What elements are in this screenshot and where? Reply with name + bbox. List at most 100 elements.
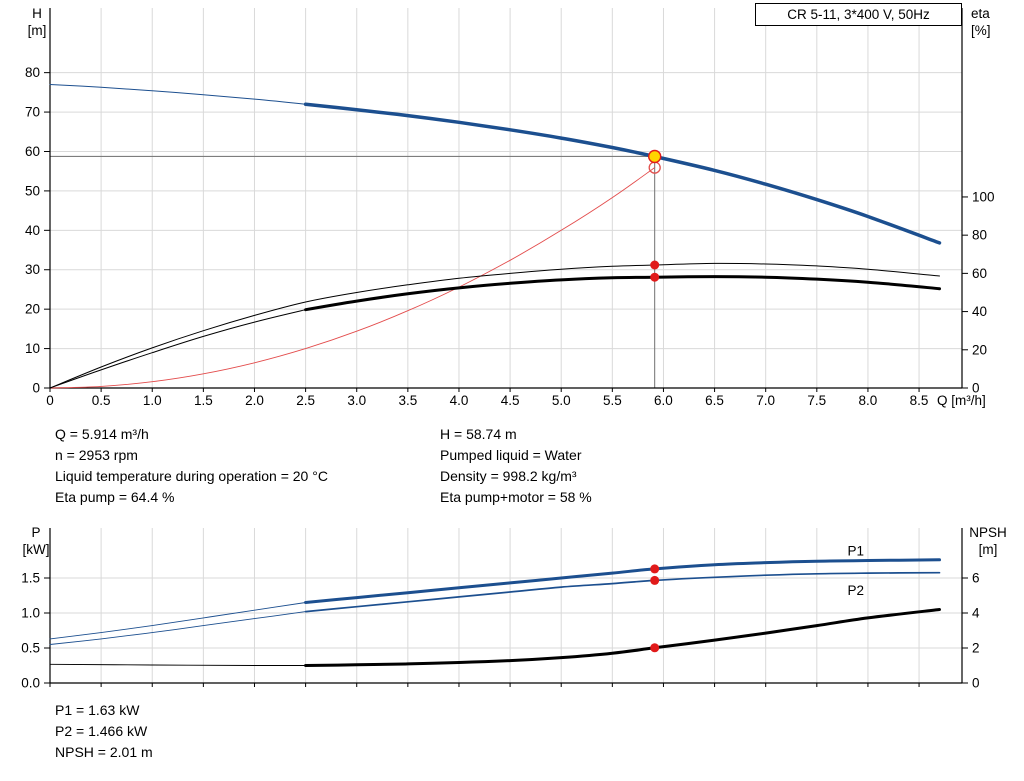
- p1-curve: [304, 558, 941, 604]
- right-tick-label: 80: [972, 228, 987, 243]
- left-tick-label: 80: [25, 65, 40, 80]
- x-tick-label: 7.0: [756, 393, 775, 408]
- x-tick-label: 2.0: [245, 393, 264, 408]
- npsh-result-text: NPSH = 2.01 m: [55, 744, 153, 760]
- x-tick-label: 3.0: [347, 393, 366, 408]
- x-tick-label: 3.5: [398, 393, 417, 408]
- left-tick-label: 40: [25, 223, 40, 238]
- x-tick-label: 8.5: [910, 393, 929, 408]
- power-npsh-annotations: P1 P2: [847, 544, 864, 598]
- qh-eta-series: [49, 84, 942, 389]
- left-tick-label: 10: [25, 341, 40, 356]
- x-tick-label: 6.0: [654, 393, 673, 408]
- head-lead-curve: [49, 84, 307, 105]
- duty-info-left-column: Q = 5.914 m³/h n = 2953 rpm Liquid tempe…: [55, 424, 328, 508]
- qh-eta-markers: [648, 149, 662, 282]
- head-curve: [303, 102, 942, 245]
- h-axis-unit: [m]: [27, 23, 47, 38]
- density-text: Density = 998.2 kg/m³: [440, 468, 577, 484]
- speed-text: n = 2953 rpm: [55, 447, 138, 463]
- left-tick-label: 1.5: [21, 570, 40, 585]
- p2-result-text: P2 = 1.466 kW: [55, 723, 148, 739]
- right-tick-label: 20: [972, 342, 987, 357]
- left-tick-label: 1.0: [21, 605, 40, 620]
- eta-pump-motor-lead-curve: [49, 309, 307, 389]
- p1-series-label: P1: [847, 544, 864, 559]
- right-tick-label: 2: [972, 640, 980, 655]
- right-tick-label: 60: [972, 266, 987, 281]
- p-axis-symbol: P: [31, 525, 41, 540]
- left-tick-label: 0.0: [21, 676, 40, 691]
- right-tick-label: 40: [972, 304, 987, 319]
- power-npsh-axes: 0.0 0.5 1.0 1.5 0 2 4 6: [21, 528, 980, 691]
- pump-model-title: CR 5-11, 3*400 V, 50Hz: [755, 3, 962, 26]
- power-npsh-series: [49, 558, 941, 667]
- qh-eta-chart: 0 0.5 1.0 1.5 2.0 2.5 3.0 3.5 4.0 4.5 5.0 5.5 6.0 6.5…: [25, 8, 995, 408]
- power-npsh-grid: [50, 528, 962, 683]
- eta-pump-motor-text: Eta pump+motor = 58 %: [440, 489, 592, 505]
- p-axis-title: P [kW]: [17, 524, 55, 558]
- power-npsh-chart: 0.0 0.5 1.0 1.5 0 2 4 6 P1 P2: [21, 528, 980, 691]
- x-tick-label: 6.5: [705, 393, 724, 408]
- right-tick-label: 0: [972, 676, 980, 691]
- x-tick-label: 4.0: [450, 393, 469, 408]
- x-tick-label: 4.5: [501, 393, 520, 408]
- p2-duty-dot: [650, 575, 660, 585]
- p1-result-text: P1 = 1.63 kW: [55, 702, 140, 718]
- p1-lead-curve: [49, 602, 307, 640]
- npsh-axis-unit: [m]: [978, 542, 998, 557]
- left-tick-label: 50: [25, 183, 40, 198]
- p2-series-label: P2: [847, 583, 864, 598]
- eta-pump-curve: [49, 262, 940, 389]
- eta-pump-motor-curve: [304, 275, 941, 312]
- npsh-axis-title: NPSH [m]: [961, 524, 1015, 558]
- npsh-lead-curve: [49, 663, 307, 666]
- right-tick-label: 100: [972, 189, 995, 204]
- eta-axis-unit: [%]: [971, 23, 991, 38]
- right-tick-label: 6: [972, 570, 980, 585]
- x-tick-label: 5.5: [603, 393, 622, 408]
- eta-pump-text: Eta pump = 64.4 %: [55, 489, 175, 505]
- x-tick-label: 8.0: [859, 393, 878, 408]
- x-tick-label: 1.5: [194, 393, 213, 408]
- npsh-curve: [304, 608, 941, 667]
- eta-axis-symbol: eta: [971, 6, 990, 21]
- x-tick-label: 5.0: [552, 393, 571, 408]
- x-tick-label: 0.5: [92, 393, 111, 408]
- x-tick-label: 0: [46, 393, 54, 408]
- duty-info-right-column: H = 58.74 m Pumped liquid = Water Densit…: [440, 424, 592, 508]
- npsh-axis-symbol: NPSH: [969, 525, 1007, 540]
- qh-eta-axes: 0 0.5 1.0 1.5 2.0 2.5 3.0 3.5 4.0 4.5 5.0 5.5 6.0 6.5…: [25, 8, 995, 408]
- liquid-temperature-text: Liquid temperature during operation = 20…: [55, 468, 328, 484]
- h-axis-symbol: H: [32, 6, 42, 21]
- eta-pump-duty-dot: [650, 260, 660, 270]
- power-npsh-markers: [650, 564, 660, 653]
- h-axis-title: H [m]: [21, 5, 53, 39]
- q-axis-title: Q [m³/h]: [937, 393, 986, 408]
- left-tick-label: 70: [25, 105, 40, 120]
- left-tick-label: 60: [25, 144, 40, 159]
- x-tick-label: 2.5: [296, 393, 315, 408]
- duty-parabola-curve: [49, 167, 656, 389]
- qh-eta-guides: [50, 155, 656, 388]
- left-tick-label: 20: [25, 302, 40, 317]
- duty-point-marker: [648, 149, 662, 164]
- left-tick-label: 30: [25, 262, 40, 277]
- p2-lead-curve: [49, 611, 307, 645]
- p2-curve: [304, 571, 941, 613]
- duty-head-text: H = 58.74 m: [440, 426, 517, 442]
- p1-duty-dot: [650, 564, 660, 574]
- p-axis-unit: [kW]: [22, 542, 50, 557]
- qh-eta-grid: [50, 8, 962, 388]
- npsh-duty-dot: [650, 643, 660, 653]
- x-tick-label: 7.5: [807, 393, 826, 408]
- right-tick-label: 0: [972, 381, 980, 396]
- results-column: P1 = 1.63 kW P2 = 1.466 kW NPSH = 2.01 m: [55, 700, 153, 763]
- left-tick-label: 0.5: [21, 640, 40, 655]
- eta-pump-motor-duty-dot: [650, 272, 660, 282]
- x-tick-label: 1.0: [143, 393, 162, 408]
- duty-flow-text: Q = 5.914 m³/h: [55, 426, 149, 442]
- right-tick-label: 4: [972, 605, 980, 620]
- pumped-liquid-text: Pumped liquid = Water: [440, 447, 582, 463]
